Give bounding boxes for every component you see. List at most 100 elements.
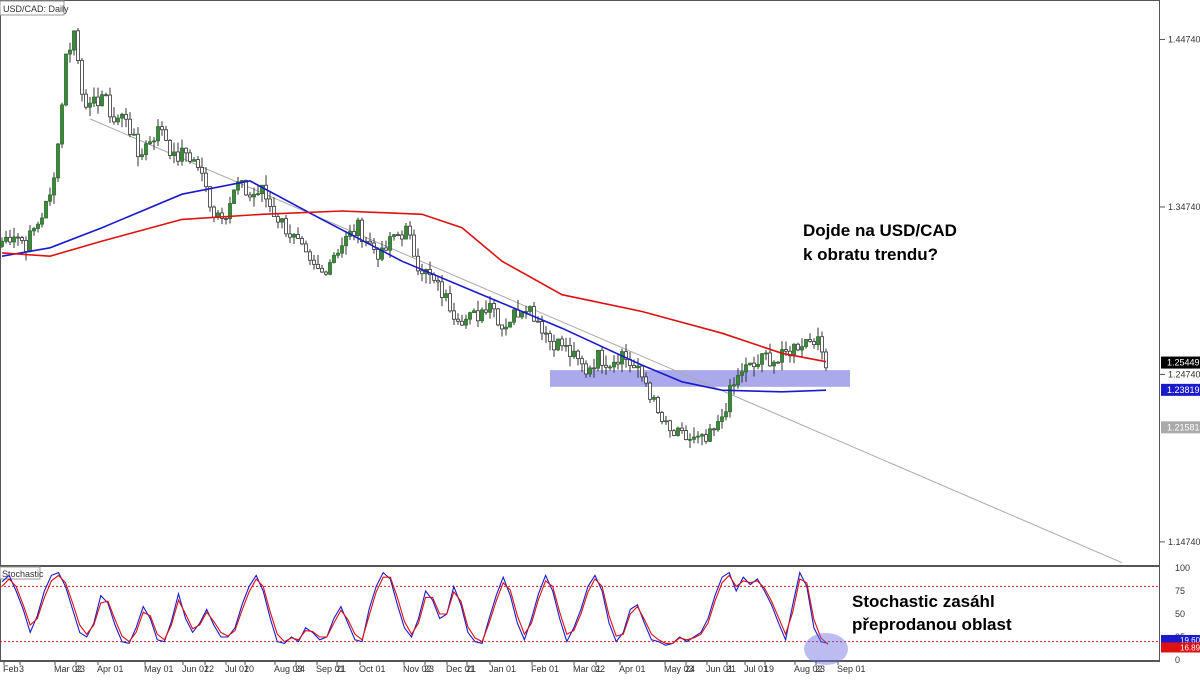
candle-body [784,349,788,352]
candle-body [184,147,188,154]
candle-body [412,234,416,257]
candle-body [716,421,720,431]
candle-body [788,350,792,357]
candle-body [476,310,480,322]
candle-body [652,397,656,400]
candle-body [612,361,616,368]
candle-body [36,223,40,229]
x-tick-label-7: 22 [204,664,214,674]
candle-body [340,245,344,254]
x-tick-label-2: Mar 02 [54,664,82,674]
candle-body [136,133,140,158]
candle-body [752,362,756,368]
x-tick-label-20: Feb 01 [531,664,559,674]
candle-body [720,416,724,422]
candle-body [60,104,64,145]
stoch-note-line2: přeprodanou oblast [852,615,1012,634]
candle-body [712,428,716,431]
blue_ma-line [1,180,827,393]
price-tick-label-3: 1.14740 [1168,537,1200,547]
candle-body [792,343,796,357]
candle-body [144,143,148,156]
candle-body [604,364,608,368]
candle-body [672,430,676,436]
candle-body [472,310,476,314]
candle-body [112,116,116,123]
candle-body [252,193,256,198]
candle-body [736,374,740,386]
candle-body [308,251,312,261]
candle-body [28,230,32,252]
candle-body [684,430,688,440]
candle-body [748,362,752,366]
candle-body [768,352,772,367]
stoch-note-line1: Stochastic zasáhl [852,592,995,611]
stoch-value-label-1: 16.89 [1180,643,1200,652]
x-tick-label-17: Dec 01 [446,664,475,674]
x-tick-label-9: 20 [244,664,254,674]
price-tick-label-2: 1.24740 [1168,369,1200,379]
candle-body [272,206,276,218]
stoch-title: Stochastic [2,569,44,579]
candle-body [312,259,316,265]
candle-body [420,270,424,275]
candle-body [80,60,84,95]
candle-body [820,336,824,353]
candle-body [56,143,60,179]
red_ma-line [1,210,827,363]
candle-body [244,180,248,196]
candle-body [592,367,596,370]
x-tick-label-1: 3 [19,664,24,674]
oversold-highlight [804,632,848,665]
candle-body [44,200,48,219]
candle-body [172,151,176,156]
candle-body [156,126,160,142]
candle-body [696,435,700,438]
x-tick-label-3: 23 [75,664,85,674]
candle-body [152,140,156,143]
x-tick-label-23: Apr 01 [619,664,646,674]
candle-body [196,159,200,168]
candle-body [440,281,444,298]
candle-body [576,350,580,360]
candle-body [708,428,712,442]
x-tick-label-5: May 01 [144,664,174,674]
candle-body [568,345,572,358]
candle-body [256,193,260,195]
candle-body [560,338,564,347]
candle-body [296,234,300,239]
candle-body [12,236,16,243]
candle-body [540,321,544,334]
candle-body [148,141,152,145]
candle-body [660,412,664,422]
stoch-value-box-1 [1161,642,1200,653]
candle-body [600,349,604,366]
candle-body [740,371,744,376]
candles [0,28,828,449]
candle-body [732,384,736,387]
candle-body [572,350,576,358]
candle-body [368,240,372,244]
candle-body [344,235,348,247]
candle-body [52,177,56,196]
candle-body [16,236,20,239]
stoch-title-box [0,566,41,580]
candle-body [220,212,224,219]
candle-body [436,279,440,283]
candle-body [384,247,388,251]
stoch-tick-label-1: 75 [1175,586,1185,596]
candle-body [316,263,320,269]
support-zone [550,370,850,387]
blue_ma_value-box [1161,383,1200,396]
candle-body [668,420,672,432]
candle-body [508,321,512,328]
x-tick-label-28: Jul 01 [744,664,768,674]
candle-body [760,353,764,365]
trend-question-line1: Dojde na USD/CAD [803,221,957,240]
candle-body [232,189,236,204]
candle-body [448,293,452,312]
candle-body [328,262,332,275]
x-tick-label-27: 21 [726,664,736,674]
candle-body [744,364,748,373]
candle-body [608,366,612,369]
